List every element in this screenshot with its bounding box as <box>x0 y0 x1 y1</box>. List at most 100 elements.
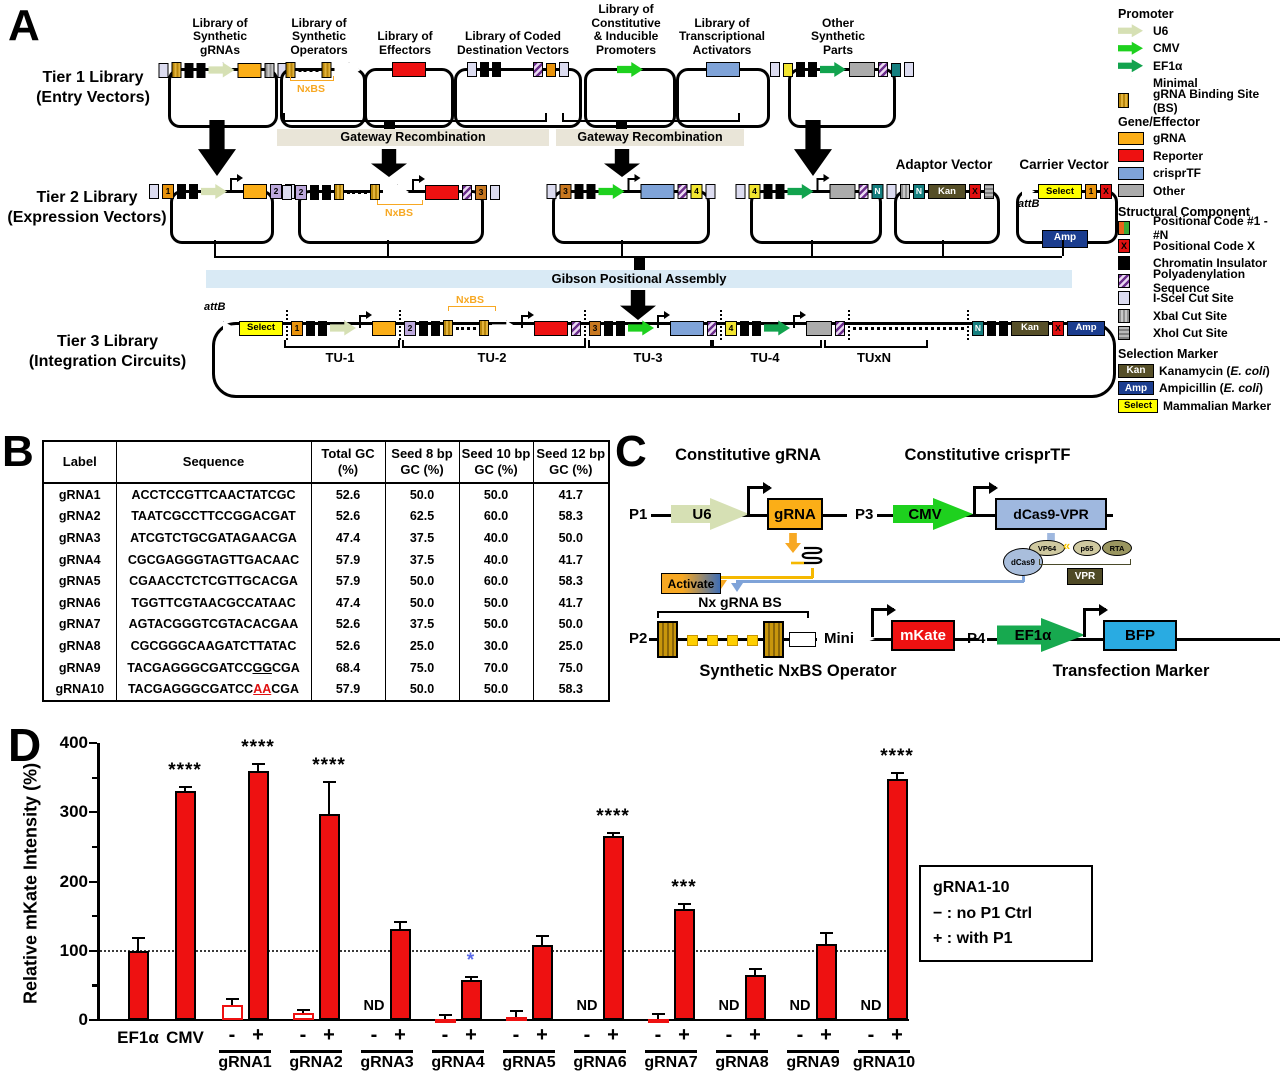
error-bar <box>612 833 614 837</box>
part-ins-icon <box>431 320 440 336</box>
part-pcN-icon: N <box>871 184 884 199</box>
group-label: CMV <box>166 1028 204 1047</box>
part-grna-icon <box>237 62 262 78</box>
part-iscei-icon <box>904 62 914 77</box>
nx-grna-bs-label: Nx gRNA BS <box>698 594 782 610</box>
part-polya-icon <box>677 184 688 199</box>
gc-value-cell: 58.3 <box>532 505 609 528</box>
gc-value-cell: 50.0 <box>384 483 459 506</box>
legend-item-label: XbaI Cut Site <box>1153 308 1228 323</box>
construct <box>467 62 569 77</box>
legend-item-label: U6 <box>1153 23 1169 38</box>
bar-sub-label: - <box>370 1024 378 1046</box>
part-polya-icon <box>462 184 472 200</box>
pcx-icon: X <box>1118 238 1130 253</box>
part-bs-icon <box>171 62 182 78</box>
bfp-box: BFP <box>1103 620 1177 651</box>
error-bar-cap <box>890 771 904 774</box>
bar-gRNA6+ <box>602 836 624 1020</box>
part-tf-icon <box>670 320 704 336</box>
iscei-icon <box>1118 291 1130 306</box>
part-pc4-icon: 4 <box>748 184 761 199</box>
part-iscei-icon <box>770 62 780 77</box>
table-header: Seed 12 bp GC (%) <box>532 441 609 484</box>
vector-effectors <box>364 62 454 128</box>
vector-grnas <box>158 62 288 128</box>
legend-section-title: Promoter <box>1118 7 1174 21</box>
nd-label: ND <box>576 998 598 1014</box>
part-tf-icon <box>640 184 675 199</box>
legend-item: Other <box>1118 182 1280 200</box>
legend-item-label: Ampicillin (E. coli) <box>1159 381 1264 396</box>
bar-gRNA2- <box>292 1013 314 1020</box>
y-axis-tick <box>89 742 97 745</box>
gateway-bracket-2 <box>562 120 740 122</box>
part-ins-icon <box>987 320 996 336</box>
part-ins-icon <box>574 184 584 199</box>
group-underline <box>645 1050 697 1053</box>
gc-value-cell: 37.5 <box>384 548 459 571</box>
xbai-icon <box>1118 308 1130 323</box>
bracket-tick <box>621 240 623 256</box>
gc-value-cell: 75.0 <box>384 656 459 679</box>
nd-label: ND <box>718 998 740 1014</box>
construct <box>617 62 643 77</box>
p4-label: P4 <box>967 630 986 647</box>
gc-value-cell: 50.0 <box>384 678 459 701</box>
part-iscei-icon <box>546 184 557 199</box>
y-axis-tick <box>92 984 97 987</box>
constitutive-grna-title: Constitutive gRNA <box>675 446 821 464</box>
table-header: Seed 10 bp GC (%) <box>458 441 533 484</box>
grna-hairpin-icon <box>791 546 823 565</box>
part-other-icon <box>849 62 875 77</box>
part-pc3-icon: 3 <box>589 320 601 336</box>
grna-label-cell: gRNA10 <box>55 682 105 697</box>
legend-item: CMV <box>1118 40 1280 58</box>
blue-connector <box>736 580 1024 583</box>
part-ins-icon <box>189 184 198 199</box>
reporter-icon <box>1118 149 1144 163</box>
legend-item: gRNA <box>1118 130 1280 148</box>
part-ins-icon <box>586 184 596 199</box>
part-polya-icon <box>707 320 717 336</box>
error-bar-cap <box>606 832 620 835</box>
tu3-brace <box>588 340 712 348</box>
part-ins-icon <box>184 62 194 78</box>
error-bar-cap <box>819 931 833 934</box>
part-ins-icon <box>480 62 489 77</box>
nx-grna-bs-brace <box>657 611 809 618</box>
u6-promoter-arrow: U6 <box>671 498 749 530</box>
table-row: gRNA9 TACGAGGGCGATCCGGCGA 68.4 75.0 70.0 75.0 <box>43 656 609 679</box>
bar-sub-label: - <box>228 1024 236 1046</box>
part-tss-icon <box>627 174 641 191</box>
operator-bs-box <box>657 621 678 658</box>
gc-value-cell: 52.6 <box>310 613 385 636</box>
vpr-box: VPR <box>1067 568 1103 585</box>
significance-label: *** <box>671 877 697 899</box>
part-sep-icon <box>584 310 586 340</box>
yellow-connector <box>811 568 814 578</box>
legend-section-title: Selection Marker <box>1118 347 1219 361</box>
part-grna-icon <box>243 184 267 199</box>
orange-arrowhead-icon <box>715 580 727 595</box>
sequence-cell: CGCGGGCAAGATCTTATAC <box>115 635 311 657</box>
tier1-label: Tier 1 Library (Entry Vectors) <box>36 69 150 106</box>
legend-item: XbaI Cut Site <box>1118 307 1280 325</box>
part-teal-icon <box>891 62 901 77</box>
part-ins-icon <box>196 62 206 78</box>
group-label: gRNA3 <box>360 1054 414 1071</box>
part-amp-icon: Amp <box>1067 320 1105 336</box>
part-iscei-icon <box>158 62 169 78</box>
gc-value-cell: 25.0 <box>532 635 609 657</box>
tss-arrow-icon <box>871 603 896 637</box>
part-ins-icon <box>999 320 1008 336</box>
rta-oval: RTA <box>1102 540 1132 556</box>
group-label: gRNA10 <box>852 1054 916 1071</box>
gc-value-cell: 25.0 <box>384 635 459 657</box>
part-ddots-icon <box>853 326 964 330</box>
table-header: Label <box>43 441 116 484</box>
carrier-vector-label: Carrier Vector <box>1019 157 1109 172</box>
